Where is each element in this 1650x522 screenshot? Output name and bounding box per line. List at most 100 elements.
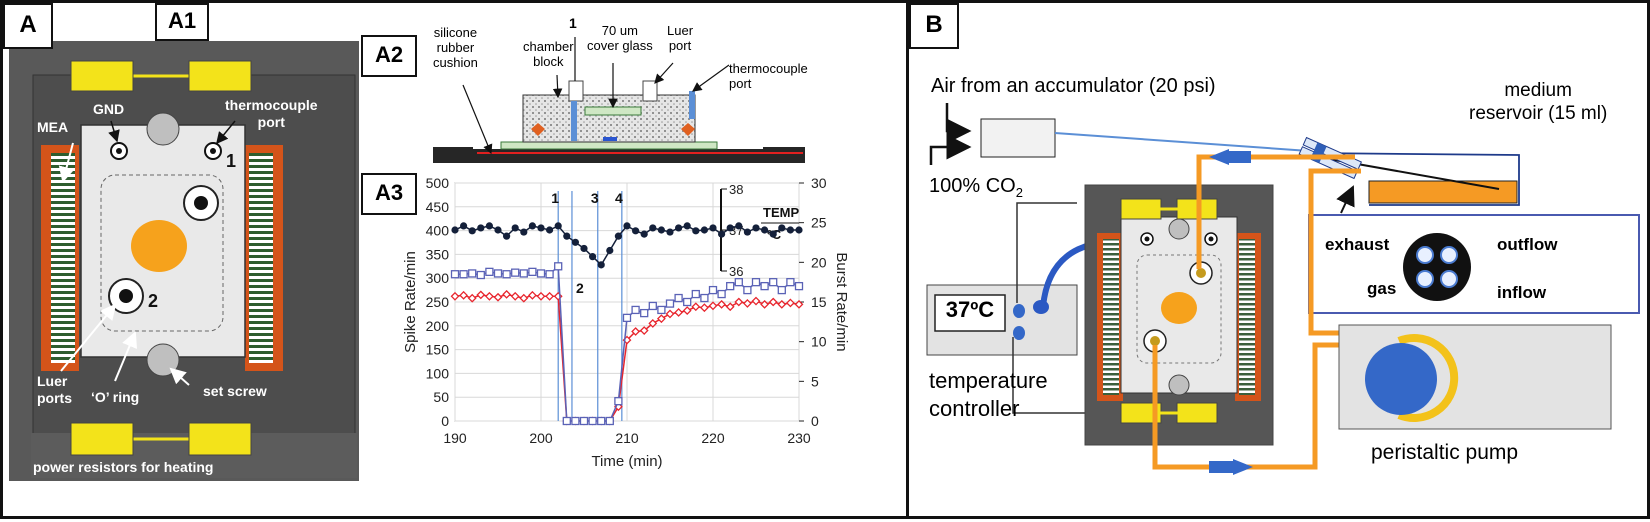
luer-port-1 [194,196,208,210]
x-tick-label: 210 [615,430,639,446]
inflow-label: inflow [1497,283,1547,302]
medium-reservoir [1368,180,1518,204]
burst-point [691,289,700,299]
y2-tick-label: 20 [811,254,827,270]
y-tick-label: 250 [426,294,450,310]
heater-jack [1013,326,1025,340]
y-tick-label: 400 [426,223,450,239]
y2-tick-label: 10 [811,334,827,350]
spike-point [631,327,641,336]
burst-point [502,270,511,279]
burst-point [683,297,692,307]
temp-point [468,227,476,235]
temp-point [537,224,545,232]
flow-arrow-top [1209,149,1229,165]
y-axis-label: Spike Rate/min [402,251,419,353]
burst-point [734,278,743,287]
temp-point [657,226,666,234]
y2-tick-label: 0 [811,413,819,429]
temp-point [761,226,769,234]
spike-point [493,292,503,302]
panel-a: 0 50 100 150 200 250 300 350 400 450 500 190 200 210 2… [0,0,910,519]
burst-point [528,267,537,277]
temperature-controller-label: temperature controller [929,368,1048,421]
burst-point [605,416,614,426]
burst-point [743,285,752,295]
co2-text: 100% CO [929,175,1016,197]
flow-arrow-bottom [1233,459,1253,475]
panel-b: B Air from an accumulator (20 psi) 100% … [906,0,1650,519]
temp-point [571,238,580,246]
temp-point [477,224,485,232]
gnd-label: GND [93,101,125,117]
temp-point [632,227,640,235]
resistor-bottom-left [70,422,134,456]
temp-point [623,222,631,230]
set-screw-top [146,112,180,146]
temp-point [451,226,459,234]
y2-axis-label: Burst Rate/min [833,252,850,351]
mea-label: MEA [37,119,69,135]
spike-point [527,290,537,300]
y-tick-label: 200 [426,318,450,334]
burst-point [450,270,460,279]
power-resistors-label: power resistors for heating [33,459,214,475]
resistor-top-right [188,60,252,92]
temp-point [735,222,743,230]
event-label: 1 [551,190,559,206]
temp-point [606,246,614,255]
burst-point [717,289,726,299]
event-label: 2 [576,280,584,296]
x-tick-label: 190 [443,430,467,446]
temp-point [563,232,571,240]
burst-point [648,301,657,311]
temp-point [752,224,760,232]
burst-point [519,269,528,278]
x-axis-label: Time (min) [591,453,662,470]
burst-point [545,270,554,279]
gas-mixer-box [980,118,1056,158]
spike-point [785,298,795,308]
spike-point [536,291,546,301]
mea-pins-right [249,153,273,363]
burst-point [614,397,623,406]
cap-disk [1403,233,1471,301]
temp-point [709,224,717,232]
burst-point [571,416,580,426]
burst-point [794,281,804,291]
temp-point [700,226,709,234]
event-label: 3 [591,190,599,206]
y-tick-label: 50 [433,389,449,405]
spike-point [742,299,752,308]
temp-point [718,230,726,238]
temp-point [640,230,648,238]
temp-point [786,226,795,234]
resistor-top-left [70,60,134,92]
y-tick-label: 450 [426,199,450,215]
temp-point [778,224,786,232]
sensor-jack [1013,304,1025,318]
spike-point [467,293,477,303]
burst-point [657,305,666,315]
co2-label: 100% CO2 [929,175,1023,200]
y2-tick-label: 25 [811,215,827,231]
temp-point [726,224,734,232]
luer-ports-label: Luer ports [37,373,72,406]
temp-point [614,232,623,240]
luer-port-2 [119,289,133,303]
port-2-label: 2 [148,291,159,311]
port-1-label: 1 [226,151,237,171]
y2-tick-label: 30 [811,175,827,191]
spike-point [665,309,675,319]
burst-point [786,278,795,287]
spike-point [699,303,709,313]
temp-point [769,230,777,238]
x-tick-label: 230 [787,430,811,446]
spike-point [476,290,486,300]
a2-base [433,147,805,163]
spike-point [674,308,684,317]
y-tick-label: 100 [426,365,450,381]
temp-point [554,222,562,230]
spike-point [459,290,469,300]
burst-point [588,416,597,426]
